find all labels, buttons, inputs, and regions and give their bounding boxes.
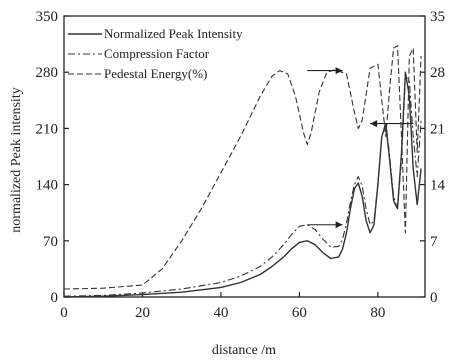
x-axis-title: distance /m — [212, 343, 276, 358]
y-tick-label: 140 — [36, 178, 59, 194]
x-tick-label: 60 — [292, 305, 307, 321]
x-tick-label: 20 — [135, 305, 150, 321]
x-tick-label: 80 — [370, 305, 385, 321]
y2-tick-label: 21 — [430, 121, 445, 137]
y2-tick-label: 35 — [430, 9, 445, 25]
x-tick-label: 0 — [60, 305, 68, 321]
y-tick-label: 70 — [43, 234, 58, 250]
y2-tick-label: 0 — [430, 290, 438, 306]
y-tick-label: 350 — [36, 9, 59, 25]
y-axis-title: normalized Peak intensity — [9, 87, 24, 232]
y2-tick-label: 28 — [430, 65, 445, 81]
legend-label-1: Normalized Peak Intensity — [104, 26, 243, 41]
y2-tick-label: 14 — [430, 178, 446, 194]
legend-label-3: Pedestal Energy(%) — [104, 66, 207, 81]
legend-label-2: Compression Factor — [104, 46, 210, 61]
y-tick-label: 0 — [51, 290, 59, 306]
y2-tick-label: 7 — [430, 234, 438, 250]
y-tick-label: 280 — [36, 65, 59, 81]
y-tick-label: 210 — [36, 121, 59, 137]
x-tick-label: 40 — [213, 305, 228, 321]
